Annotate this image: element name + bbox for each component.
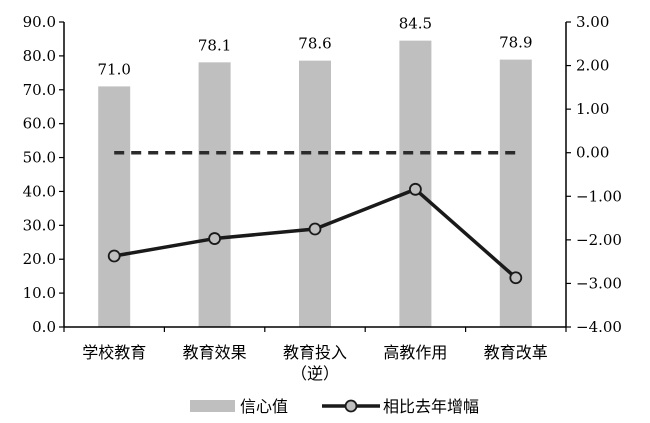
left-tick-label-0: 0.0: [32, 318, 56, 336]
left-tick-label-3: 30.0: [23, 216, 56, 234]
left-tick-label-4: 40.0: [23, 182, 56, 200]
growth-point-1: [107, 249, 121, 263]
right-tick-label-1: −3.00: [576, 274, 622, 292]
growth-point-4: [408, 182, 422, 196]
right-tick-label-4: 0.00: [576, 144, 609, 162]
category-label-5: 教育改革: [484, 343, 548, 362]
bar-value-label-1: 71.0: [97, 60, 130, 78]
growth-point-3: [308, 222, 322, 236]
category-label-3: 教育投入 （逆）: [283, 343, 347, 383]
category-label-2: 教育效果: [183, 343, 247, 362]
category-label-3-line-1: 教育投入: [283, 343, 347, 362]
left-tick-label-5: 50.0: [23, 149, 56, 167]
right-tick-label-7: 3.00: [576, 13, 609, 31]
legend-label-line: 相比去年增幅: [383, 397, 479, 416]
category-label-1: 学校教育: [82, 343, 146, 362]
bar-value-label-2: 78.1: [198, 36, 231, 54]
legend-swatch-marker: [344, 399, 358, 413]
bar-5: [499, 59, 532, 327]
left-tick-label-8: 80.0: [23, 47, 56, 65]
left-tick-label-1: 10.0: [23, 284, 56, 302]
legend-label-bar: 信心值: [240, 397, 288, 416]
legend-swatch-bar: [190, 400, 235, 412]
category-label-4: 高教作用: [383, 343, 447, 362]
right-tick-label-3: −1.00: [576, 187, 622, 205]
growth-point-2: [208, 232, 222, 245]
bar-value-label-3: 78.6: [298, 35, 331, 53]
right-tick-label-0: −4.00: [576, 318, 622, 336]
bar-1: [98, 86, 131, 327]
left-tick-label-9: 90.0: [23, 13, 56, 31]
category-label-3-line-2: （逆）: [291, 364, 339, 383]
left-tick-label-6: 60.0: [23, 115, 56, 133]
bar-2: [198, 62, 231, 327]
bar-value-label-5: 78.9: [499, 34, 532, 52]
growth-point-5: [509, 271, 523, 285]
bar-value-label-4: 84.5: [399, 15, 432, 33]
right-tick-label-6: 2.00: [576, 57, 609, 75]
right-tick-label-5: 1.00: [576, 100, 609, 118]
left-tick-label-7: 70.0: [23, 81, 56, 99]
bar-3: [299, 60, 331, 328]
right-tick-label-2: −2.00: [576, 231, 622, 249]
left-tick-label-2: 20.0: [23, 250, 56, 268]
